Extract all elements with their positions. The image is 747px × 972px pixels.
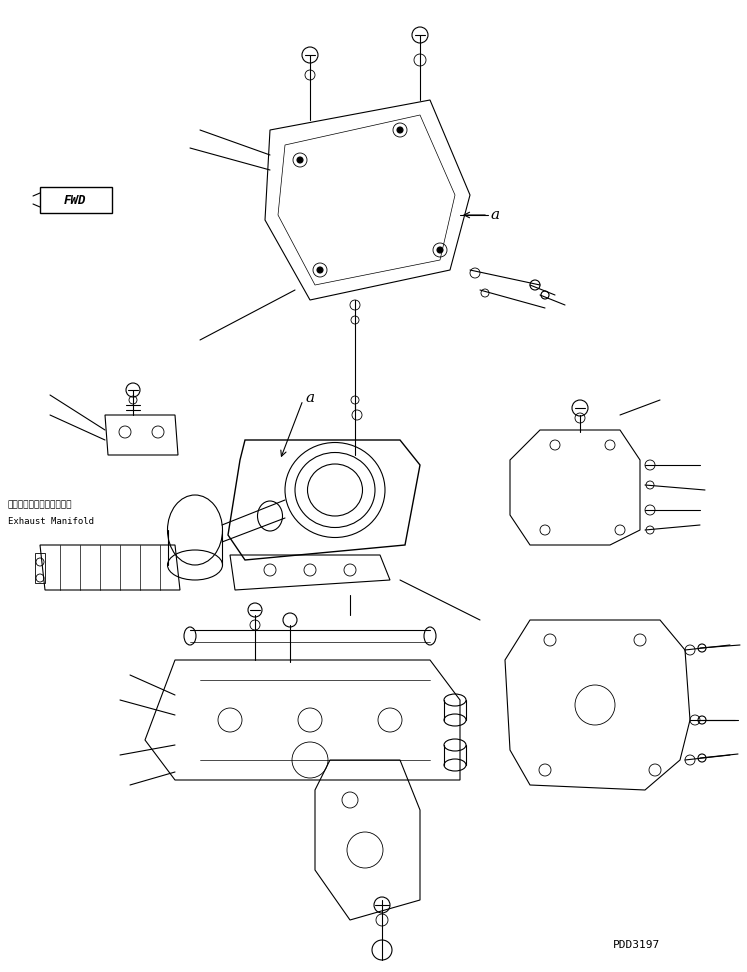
Circle shape <box>397 127 403 133</box>
Text: a: a <box>305 391 314 405</box>
Bar <box>35 553 45 583</box>
Text: a: a <box>490 208 499 222</box>
Circle shape <box>297 157 303 163</box>
Bar <box>40 187 112 213</box>
Text: エキゾーストマニホールド: エキゾーストマニホールド <box>8 501 72 509</box>
Text: Exhaust Manifold: Exhaust Manifold <box>8 516 94 526</box>
Circle shape <box>437 247 443 253</box>
Text: FWD: FWD <box>63 193 86 206</box>
Text: PDD3197: PDD3197 <box>613 940 660 950</box>
Circle shape <box>317 267 323 273</box>
